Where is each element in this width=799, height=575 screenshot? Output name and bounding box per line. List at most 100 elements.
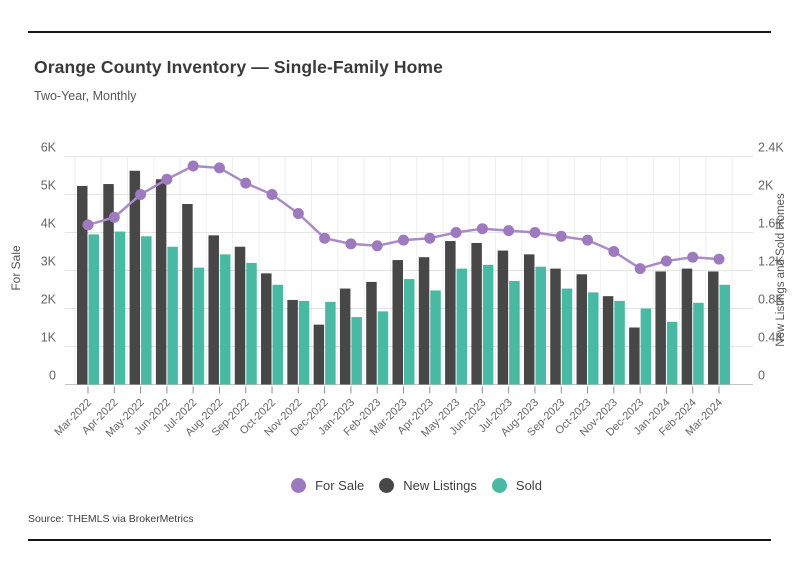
bar-sold[interactable] <box>298 300 310 385</box>
legend-item-sold[interactable]: Sold <box>491 478 542 493</box>
chart-legend: For Sale New Listings Sold <box>0 478 799 493</box>
right-axis-title: New Listings and Sold Homes <box>775 193 787 347</box>
for-sale-point[interactable] <box>161 173 173 185</box>
left-axis-tick-label: 5K <box>41 179 57 193</box>
bar-new-listings[interactable] <box>418 257 430 385</box>
for-sale-point[interactable] <box>82 219 94 231</box>
bar-new-listings[interactable] <box>576 274 588 385</box>
for-sale-point[interactable] <box>371 240 383 252</box>
bar-sold[interactable] <box>167 246 178 385</box>
bar-sold[interactable] <box>193 267 205 385</box>
bar-sold[interactable] <box>219 254 231 385</box>
bar-sold[interactable] <box>588 292 599 385</box>
for-sale-point[interactable] <box>345 238 357 250</box>
right-axis-tick-label: 0.4K <box>758 331 784 345</box>
bar-new-listings[interactable] <box>339 288 351 385</box>
bar-new-listings[interactable] <box>655 271 666 385</box>
bar-sold[interactable] <box>666 321 678 385</box>
bar-new-listings[interactable] <box>313 324 325 385</box>
for-sale-point[interactable] <box>319 232 331 244</box>
for-sale-point[interactable] <box>450 227 462 238</box>
for-sale-point[interactable] <box>713 253 725 265</box>
left-axis-tick-label: 0 <box>49 369 56 383</box>
bar-new-listings[interactable] <box>129 170 141 385</box>
bar-new-listings[interactable] <box>234 246 246 385</box>
for-sale-point[interactable] <box>266 189 278 200</box>
bar-new-listings[interactable] <box>103 184 114 385</box>
for-sale-point[interactable] <box>476 223 488 235</box>
bar-sold[interactable] <box>430 290 441 385</box>
for-sale-point[interactable] <box>529 227 541 238</box>
legend-label-new-listings: New Listings <box>403 478 477 493</box>
bar-new-listings[interactable] <box>497 250 509 385</box>
for-sale-point[interactable] <box>135 189 147 200</box>
legend-item-for-sale[interactable]: For Sale <box>291 478 364 493</box>
bar-new-listings[interactable] <box>708 271 719 385</box>
for-sale-point[interactable] <box>555 230 567 242</box>
bar-sold[interactable] <box>246 262 257 385</box>
bar-sold[interactable] <box>114 231 126 385</box>
for-sale-point[interactable] <box>660 255 672 267</box>
for-sale-point[interactable] <box>687 251 699 263</box>
bottom-rule <box>28 539 771 541</box>
legend-item-new-listings[interactable]: New Listings <box>379 478 477 493</box>
for-sale-point[interactable] <box>503 225 515 237</box>
bar-new-listings[interactable] <box>445 241 456 385</box>
bar-sold[interactable] <box>141 236 152 385</box>
left-axis-tick-label: 1K <box>41 331 57 345</box>
bar-new-listings[interactable] <box>182 204 193 385</box>
for-sale-point[interactable] <box>108 211 120 223</box>
bar-new-listings[interactable] <box>392 260 404 385</box>
bar-sold[interactable] <box>456 268 468 385</box>
bar-new-listings[interactable] <box>208 235 219 385</box>
bar-sold[interactable] <box>325 301 336 385</box>
bar-new-listings[interactable] <box>366 281 377 385</box>
bar-new-listings[interactable] <box>602 296 614 385</box>
sold-swatch-icon <box>491 478 507 493</box>
bar-new-listings[interactable] <box>550 268 561 385</box>
bar-new-listings[interactable] <box>77 185 88 385</box>
for-sale-point[interactable] <box>213 162 225 174</box>
for-sale-point[interactable] <box>424 232 436 244</box>
for-sale-point[interactable] <box>582 234 594 246</box>
legend-label-sold: Sold <box>515 478 542 493</box>
top-rule <box>28 31 771 33</box>
bar-sold[interactable] <box>377 311 389 385</box>
bar-sold[interactable] <box>482 264 494 385</box>
legend-label-for-sale: For Sale <box>315 478 365 493</box>
bar-sold[interactable] <box>404 279 415 385</box>
right-axis-tick-label: 2K <box>758 179 774 193</box>
bar-sold[interactable] <box>509 280 520 385</box>
for-sale-point[interactable] <box>292 208 304 219</box>
bar-sold[interactable] <box>88 234 100 385</box>
for-sale-point[interactable] <box>240 177 252 189</box>
right-axis-tick-label: 1.6K <box>758 217 784 231</box>
bar-sold[interactable] <box>561 288 573 385</box>
for-sale-point[interactable] <box>634 263 646 275</box>
bar-sold[interactable] <box>693 302 704 385</box>
bar-new-listings[interactable] <box>155 179 167 385</box>
left-axis-tick-label: 6K <box>41 141 57 155</box>
bar-sold[interactable] <box>535 266 546 385</box>
bar-new-listings[interactable] <box>471 242 482 385</box>
bar-sold[interactable] <box>719 284 731 385</box>
bar-new-listings[interactable] <box>523 254 535 385</box>
bar-sold[interactable] <box>614 300 625 385</box>
bar-new-listings[interactable] <box>681 268 693 385</box>
bar-new-listings[interactable] <box>261 273 272 385</box>
left-axis-tick-label: 2K <box>41 293 57 307</box>
for-sale-point[interactable] <box>608 246 620 257</box>
bar-sold[interactable] <box>272 284 284 385</box>
right-axis-tick-label: 2.4K <box>758 141 784 155</box>
right-axis-tick-label: 0 <box>758 369 765 383</box>
bar-new-listings[interactable] <box>629 327 640 385</box>
bar-new-listings[interactable] <box>287 299 298 385</box>
bar-sold[interactable] <box>351 317 362 385</box>
for-sale-point[interactable] <box>398 234 409 246</box>
for-sale-point[interactable] <box>187 160 199 172</box>
right-axis-tick-label: 1.2K <box>758 255 784 269</box>
bar-sold[interactable] <box>640 308 652 385</box>
new-listings-swatch-icon <box>379 478 395 493</box>
